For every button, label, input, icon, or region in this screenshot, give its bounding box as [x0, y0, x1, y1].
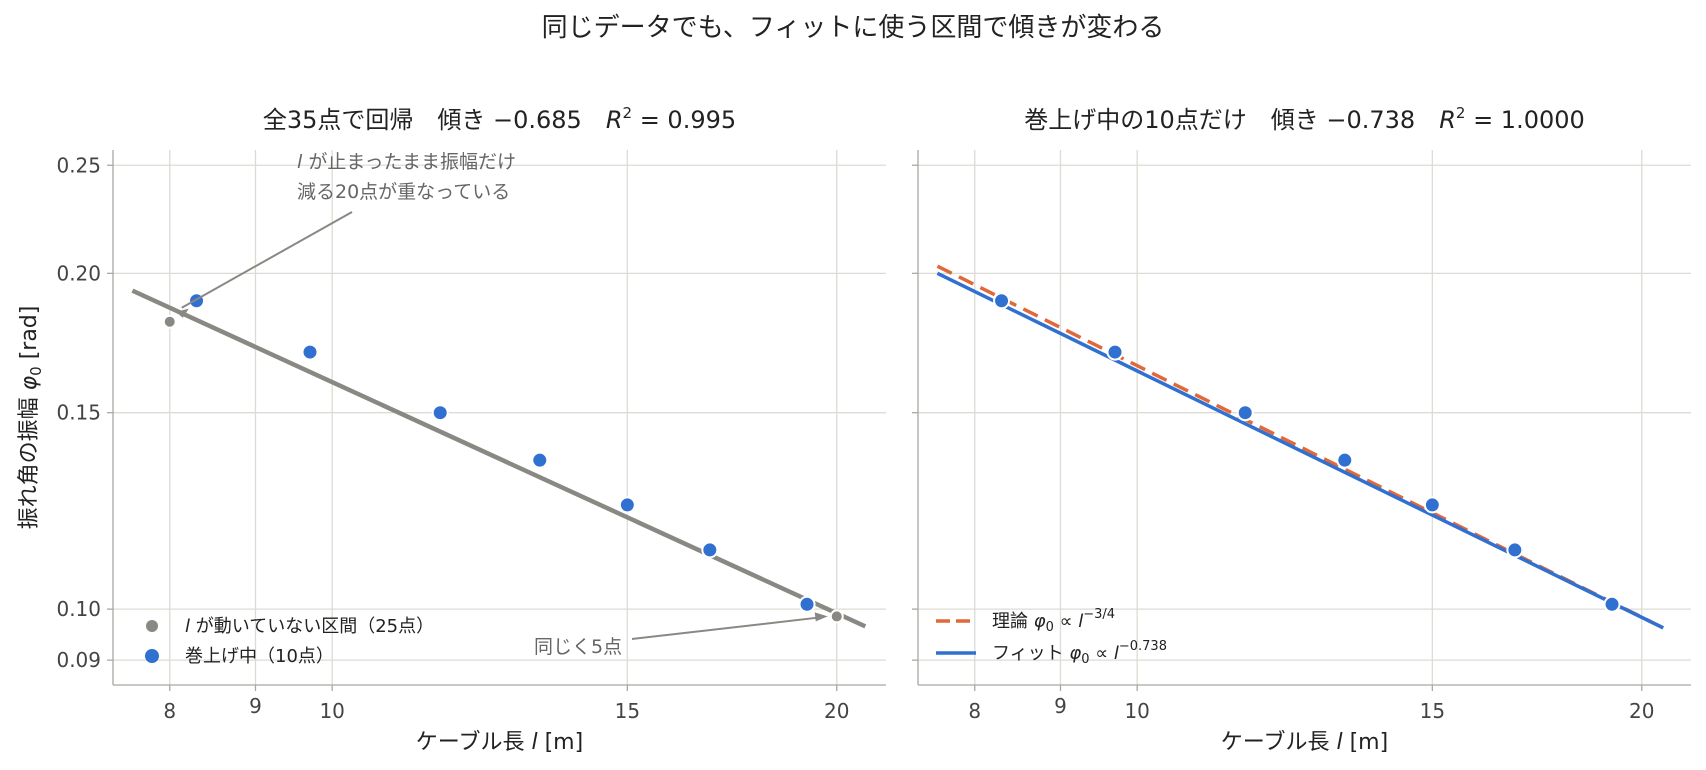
- y-axis-label-var: φ: [17, 375, 42, 390]
- x-tick-label: 8: [163, 699, 176, 723]
- panel-title-sup: 2: [623, 104, 633, 122]
- blue-data-point: [1423, 496, 1441, 514]
- y-axis-label-unit: [rad]: [17, 306, 42, 367]
- blue-data-point: [1603, 595, 1621, 613]
- blue-data-point: [701, 541, 719, 559]
- annotation-arrow-head: [814, 612, 828, 622]
- legend-var: l: [185, 616, 190, 637]
- legend-sub: 0: [1081, 652, 1089, 667]
- x-tick-label: 10: [319, 699, 344, 723]
- annotation-arrow-line: [631, 616, 820, 640]
- x-tick-label: 20: [1629, 699, 1654, 723]
- legend-label-fit: フィット φ0 ∝ l−0.738: [992, 639, 1167, 667]
- x-tick-label: 15: [615, 699, 640, 723]
- y-tick-label: 0.25: [56, 153, 101, 177]
- legend-var: l: [1114, 643, 1119, 664]
- legend-label-gray: l が動いていない区間（25点）: [185, 616, 434, 637]
- legend-text: が動いていない区間（25点）: [190, 616, 434, 637]
- legend-text: フィット: [992, 643, 1069, 664]
- blue-data-point: [431, 404, 449, 422]
- x-tick-label: 9: [1054, 694, 1067, 718]
- x-tick-label: 15: [1420, 699, 1445, 723]
- legend-sup: −3/4: [1083, 607, 1115, 622]
- blue-data-point: [1106, 343, 1124, 361]
- x-axis-label: ケーブル長 l [m]: [1221, 730, 1388, 755]
- gray-data-point: [162, 314, 177, 329]
- annotation-overlap-text-line2: 減る20点が重なっている: [297, 181, 510, 203]
- legend-prop: ∝: [1054, 611, 1078, 632]
- legend-prop: ∝: [1090, 643, 1114, 664]
- panel-title: 全35点で回帰 傾き −0.685 R2 = 0.995: [263, 104, 736, 134]
- figure-suptitle: 同じデータでも、フィットに使う区間で傾きが変わる: [542, 13, 1165, 43]
- blue-data-point: [798, 595, 816, 613]
- panel-title-r: R: [1439, 106, 1456, 134]
- legend-text: 理論: [992, 611, 1034, 632]
- y-tick-label: 0.15: [56, 401, 101, 425]
- annotation-line1: が止まったまま振幅だけ: [302, 151, 516, 173]
- x-axis-label-text: ケーブル長: [416, 730, 532, 755]
- y-axis-label: 振れ角の振幅 φ0 [rad]: [17, 306, 45, 530]
- y-tick-label: 0.20: [56, 261, 101, 285]
- annotation-overlap-text: l が止まったまま振幅だけ: [297, 151, 516, 173]
- legend-sub: 0: [1046, 620, 1054, 635]
- legend-label-blue: 巻上げ中（10点）: [185, 646, 334, 667]
- x-axis-label-unit: [m]: [538, 730, 584, 755]
- legend-phi: φ: [1069, 643, 1081, 664]
- annotation-var: l: [297, 151, 303, 173]
- y-axis-label-text: 振れ角の振幅: [17, 390, 42, 529]
- gray-data-point: [829, 609, 844, 624]
- annotation-arrow-head: [175, 308, 189, 318]
- blue-data-point: [993, 292, 1011, 310]
- legend-marker-blue: [145, 649, 159, 663]
- x-axis-label-unit: [m]: [1343, 730, 1389, 755]
- panel-title-sup: 2: [1456, 104, 1466, 122]
- x-axis-label: ケーブル長 l [m]: [416, 730, 583, 755]
- panel-title: 巻上げ中の10点だけ 傾き −0.738 R2 = 1.0000: [1024, 104, 1585, 134]
- blue-data-point: [1336, 451, 1354, 469]
- x-tick-label: 20: [824, 699, 849, 723]
- panel-title-suffix: = 1.0000: [1465, 106, 1584, 134]
- y-tick-label: 0.09: [56, 648, 101, 672]
- blue-data-point: [301, 343, 319, 361]
- panel-title-suffix: = 0.995: [632, 106, 736, 134]
- x-axis-label-text: ケーブル長: [1221, 730, 1337, 755]
- legend-marker-gray: [146, 620, 158, 632]
- x-tick-label: 10: [1124, 699, 1149, 723]
- panel-title-text: 巻上げ中の10点だけ 傾き −0.738: [1024, 106, 1439, 134]
- blue-data-point: [1506, 541, 1524, 559]
- x-tick-label: 8: [968, 699, 981, 723]
- y-tick-label: 0.10: [56, 597, 101, 621]
- x-tick-label: 9: [249, 694, 262, 718]
- panel-title-text: 全35点で回帰 傾き −0.685: [263, 106, 606, 134]
- legend-phi: φ: [1034, 611, 1046, 632]
- legend-var: l: [1078, 611, 1083, 632]
- legend-label-theory: 理論 φ0 ∝ l−3/4: [992, 607, 1115, 635]
- annotation-arrow-line: [181, 211, 353, 309]
- x-axis-label-var: l: [1336, 730, 1342, 755]
- y-axis-label-sub: 0: [27, 366, 45, 376]
- annotation-same-five-text: 同じく5点: [534, 636, 622, 658]
- blue-data-point: [1236, 404, 1254, 422]
- panel-title-r: R: [606, 106, 623, 134]
- fit-line: [131, 288, 867, 629]
- legend-sup: −0.738: [1119, 639, 1167, 654]
- fit-line: [936, 271, 1665, 630]
- blue-data-point: [618, 496, 636, 514]
- x-axis-label-var: l: [531, 730, 537, 755]
- blue-data-point: [531, 451, 549, 469]
